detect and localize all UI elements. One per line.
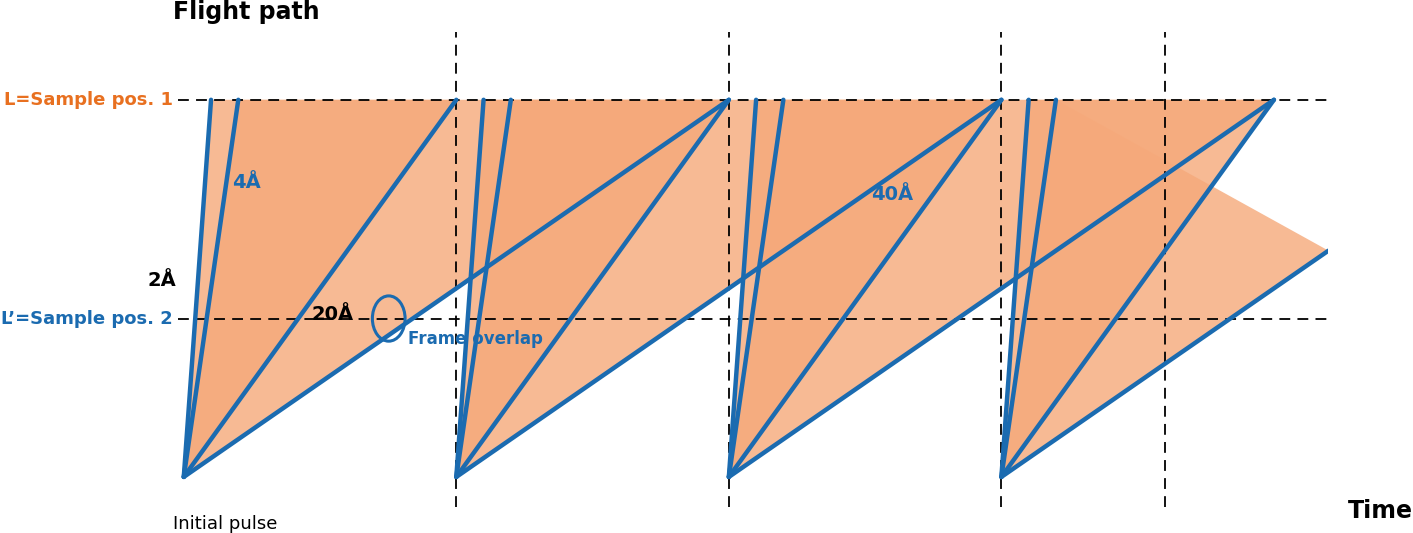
Polygon shape: [184, 100, 456, 477]
Text: Time: Time: [1348, 499, 1413, 523]
Polygon shape: [729, 100, 1002, 477]
Text: 40Å: 40Å: [870, 184, 913, 204]
Polygon shape: [456, 100, 729, 477]
Polygon shape: [456, 100, 1002, 477]
Text: 4Å: 4Å: [232, 173, 260, 192]
Text: Flight path: Flight path: [172, 1, 319, 25]
Text: Initial pulse: Initial pulse: [172, 515, 277, 532]
Polygon shape: [729, 100, 1275, 477]
Text: L=Sample pos. 1: L=Sample pos. 1: [4, 91, 172, 109]
Polygon shape: [184, 100, 729, 477]
Text: 20Å: 20Å: [312, 305, 355, 324]
Polygon shape: [1002, 100, 1275, 477]
Text: L’=Sample pos. 2: L’=Sample pos. 2: [1, 310, 172, 327]
Polygon shape: [1002, 100, 1328, 477]
Text: Frame overlap: Frame overlap: [408, 330, 543, 348]
Text: 2Å: 2Å: [147, 271, 177, 290]
